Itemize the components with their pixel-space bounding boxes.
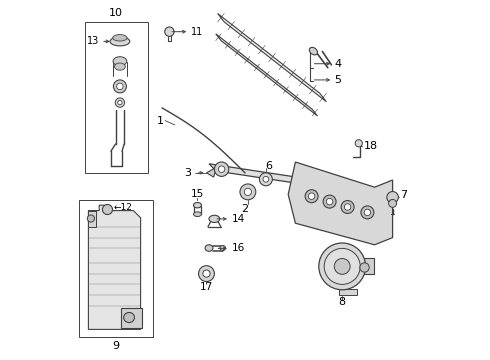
Ellipse shape	[110, 37, 130, 46]
Text: 8: 8	[339, 297, 346, 307]
Circle shape	[87, 215, 95, 222]
Circle shape	[389, 199, 396, 207]
Text: 17: 17	[200, 282, 213, 292]
Text: 10: 10	[109, 8, 123, 18]
Ellipse shape	[194, 212, 201, 217]
Bar	[79, 200, 153, 337]
Circle shape	[323, 195, 336, 208]
Ellipse shape	[194, 202, 201, 208]
Text: 3: 3	[184, 168, 191, 178]
Circle shape	[240, 184, 256, 200]
Circle shape	[360, 263, 369, 272]
Circle shape	[198, 266, 215, 282]
Circle shape	[113, 80, 126, 93]
Circle shape	[259, 173, 272, 186]
Circle shape	[263, 176, 269, 182]
Circle shape	[102, 204, 113, 215]
Polygon shape	[216, 34, 318, 116]
Text: 1: 1	[157, 116, 164, 126]
Text: 6: 6	[265, 161, 272, 171]
Text: 15: 15	[191, 189, 204, 199]
Circle shape	[355, 140, 363, 147]
Circle shape	[219, 166, 225, 172]
Circle shape	[344, 204, 351, 210]
Circle shape	[324, 248, 360, 284]
Ellipse shape	[115, 63, 125, 70]
Circle shape	[364, 209, 370, 216]
Text: 9: 9	[113, 341, 120, 351]
Circle shape	[245, 188, 251, 195]
Circle shape	[319, 243, 366, 290]
Ellipse shape	[113, 35, 127, 41]
Ellipse shape	[205, 245, 213, 251]
Circle shape	[341, 201, 354, 213]
Polygon shape	[121, 308, 143, 328]
Polygon shape	[288, 162, 392, 245]
Bar	[360, 258, 374, 274]
Ellipse shape	[309, 48, 318, 55]
Circle shape	[334, 258, 350, 274]
Polygon shape	[209, 164, 382, 196]
Text: 4: 4	[334, 59, 342, 69]
Text: 18: 18	[364, 141, 378, 151]
Circle shape	[305, 190, 318, 203]
Circle shape	[308, 193, 315, 199]
Text: 13: 13	[87, 36, 99, 46]
Ellipse shape	[220, 246, 225, 251]
Circle shape	[117, 83, 123, 90]
Ellipse shape	[209, 215, 220, 222]
Circle shape	[115, 98, 124, 107]
Circle shape	[118, 100, 122, 105]
Circle shape	[215, 162, 229, 176]
Circle shape	[326, 198, 333, 205]
Text: 11: 11	[191, 27, 203, 37]
Circle shape	[361, 206, 374, 219]
Polygon shape	[206, 167, 216, 177]
Text: 14: 14	[231, 214, 245, 224]
Ellipse shape	[123, 312, 134, 323]
Text: 2: 2	[242, 204, 248, 214]
Polygon shape	[88, 205, 141, 329]
Bar	[339, 289, 357, 295]
Circle shape	[165, 27, 174, 36]
Text: ←12: ←12	[114, 203, 132, 212]
Text: 7: 7	[400, 190, 407, 200]
Circle shape	[387, 192, 398, 203]
Bar	[85, 22, 148, 173]
Circle shape	[203, 270, 210, 277]
Text: 16: 16	[231, 243, 245, 253]
Polygon shape	[218, 13, 326, 102]
Polygon shape	[88, 211, 96, 227]
Text: 5: 5	[334, 75, 341, 85]
Ellipse shape	[113, 57, 127, 66]
